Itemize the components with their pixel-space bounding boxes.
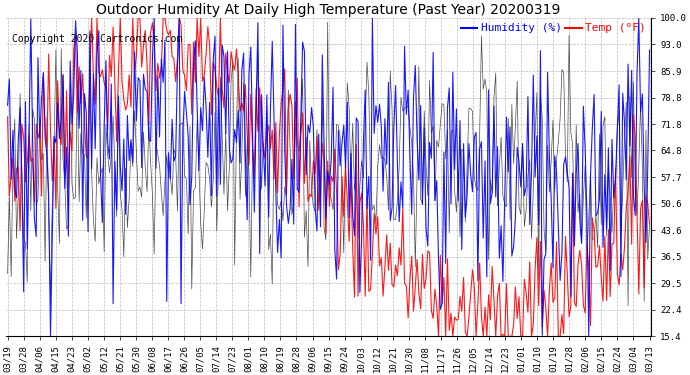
Text: Copyright 2020 Cartronics.com: Copyright 2020 Cartronics.com <box>12 34 183 44</box>
Legend: Humidity (%), Temp (°F): Humidity (%), Temp (°F) <box>461 24 646 33</box>
Title: Outdoor Humidity At Daily High Temperature (Past Year) 20200319: Outdoor Humidity At Daily High Temperatu… <box>97 3 561 17</box>
